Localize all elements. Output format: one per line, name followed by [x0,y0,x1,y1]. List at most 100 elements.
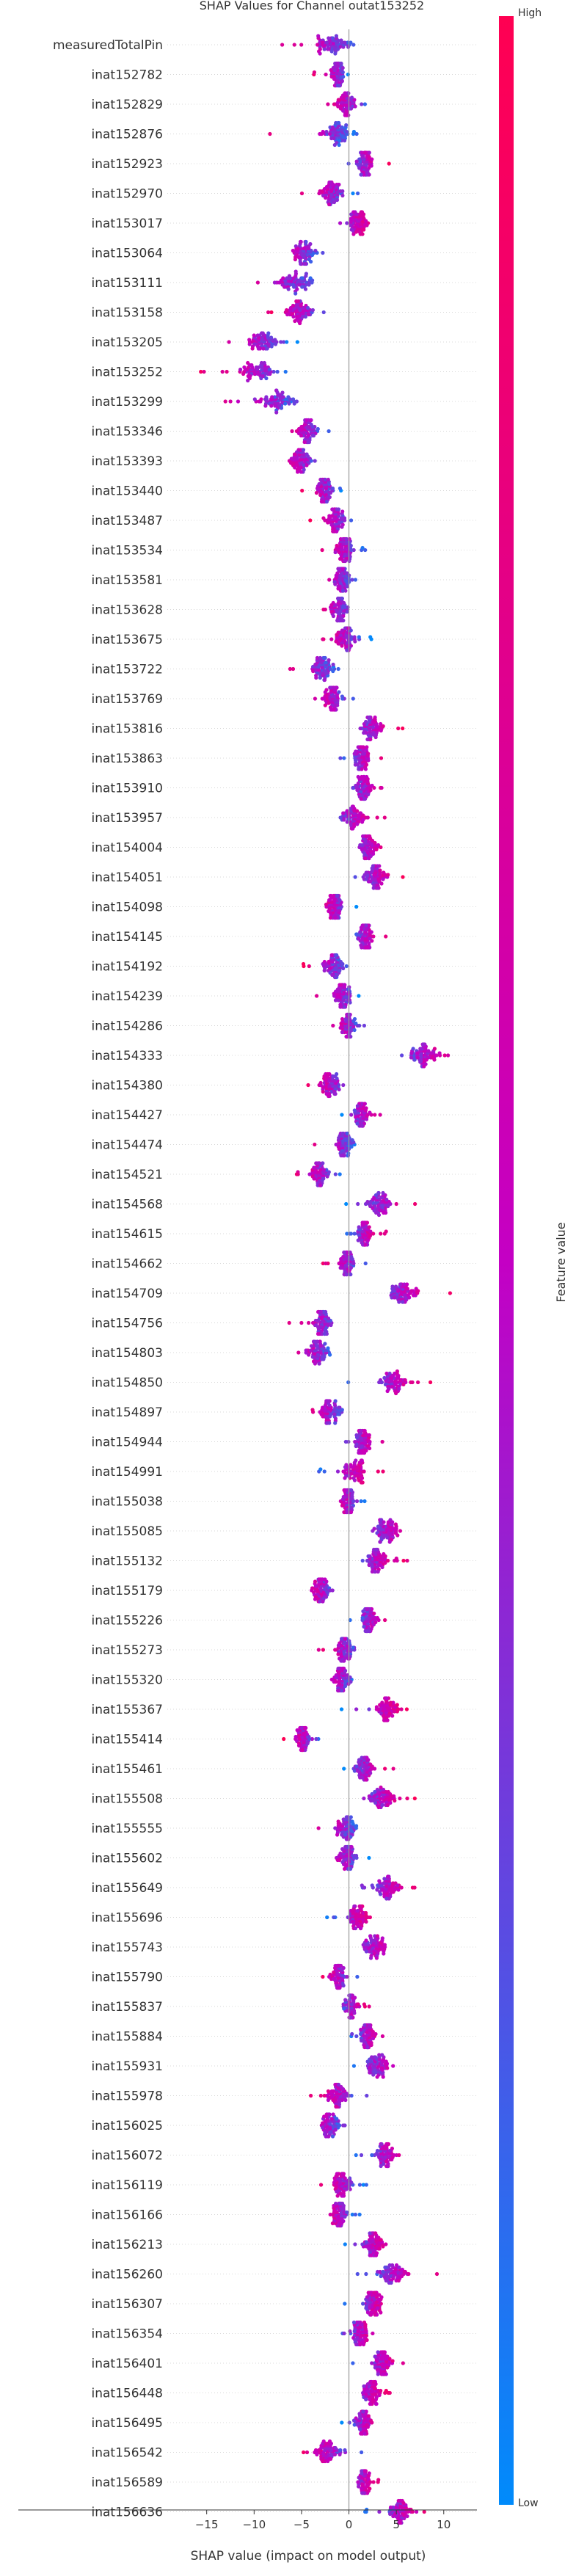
shap-point [349,1488,353,1493]
feature-label: inat154662 [92,1257,163,1272]
shap-point [304,272,308,276]
shap-point [323,477,327,482]
shap-point [332,1091,337,1096]
shap-point [299,470,303,474]
shap-point [335,61,340,66]
shap-point [352,1016,357,1022]
shap-point [356,1238,360,1242]
shap-point [327,658,331,663]
shap-point [393,1284,398,1289]
shap-point [298,321,302,326]
shap-point [332,1412,337,1416]
shap-point [409,1055,414,1060]
feature-label: inat155931 [92,2059,163,2074]
shap-point [327,1399,331,1403]
shap-point [323,694,327,699]
shap-point [349,822,353,826]
shap-point [291,314,296,319]
shap-point [340,525,344,529]
shap-point [307,1320,311,1325]
shap-point [392,1295,397,1300]
shap-point [336,104,340,109]
shap-point [409,1380,413,1385]
shap-point [296,470,300,474]
shap-point [316,1331,321,1336]
shap-point [346,1465,351,1469]
shap-point [332,685,336,690]
shap-point [365,737,370,742]
shap-point [370,1883,374,1888]
shap-point [308,1348,313,1353]
shap-point [332,136,336,141]
shap-point [318,492,323,498]
shap-point [357,1225,361,1229]
shap-point [333,1648,338,1652]
shap-point [376,886,380,890]
feature-label: inat154991 [92,1465,163,1480]
shap-point [364,1938,368,1943]
shap-point [386,1558,390,1563]
shap-point [318,1309,323,1314]
shap-point [304,1348,308,1353]
shap-point [374,847,379,852]
shap-point [338,968,342,973]
shap-point [291,397,296,401]
shap-point [340,1030,344,1035]
shap-point [345,584,349,589]
shap-point [390,1714,395,1718]
shap-point [379,1554,383,1559]
shap-point [337,520,342,525]
shap-point [381,877,385,881]
shap-point [328,1588,332,1593]
feature-label: inat156448 [92,2387,163,2401]
shap-point [340,1637,344,1641]
shap-point [393,1798,397,1803]
shap-point [321,1599,325,1604]
shap-point [340,79,344,84]
shap-point [404,1707,409,1711]
shap-point [344,1201,349,1207]
feature-label: inat153440 [92,484,163,499]
shap-point [342,1153,346,1158]
shap-point [349,40,353,45]
shap-point [382,1951,386,1956]
shap-point [336,567,340,571]
shap-point [263,404,268,408]
shap-point [388,1800,393,1805]
shap-point [384,1896,389,1901]
shap-point [279,340,283,344]
shap-point [367,715,371,720]
shap-point [328,915,332,920]
shap-point [332,1970,336,1975]
shap-point [294,269,298,274]
shap-point [246,360,250,365]
shap-point [347,1034,351,1039]
shap-point [369,2042,373,2048]
shap-point [332,102,337,106]
shap-point [345,820,349,824]
shap-point [340,567,345,571]
shap-point [327,959,331,964]
shap-point [345,1231,349,1236]
shap-point [368,834,372,839]
shap-point [294,291,298,296]
shap-point [379,1562,383,1568]
shap-point [328,1353,332,1357]
shap-point [342,818,346,822]
shap-point [321,1168,327,1172]
shap-point [272,280,277,285]
shap-point [337,690,341,694]
shap-point [281,276,285,280]
shap-point [382,815,387,820]
shap-point [309,248,313,253]
shap-point [446,1053,451,1058]
shap-point [256,365,260,370]
shap-point [379,785,384,790]
shap-point [405,1282,409,1287]
feature-label: measuredTotalPin [53,38,163,53]
shap-point [340,1113,344,1117]
shap-point [372,1611,376,1616]
shap-point [337,1135,341,1140]
shap-point [345,1250,349,1255]
shap-point [359,172,363,177]
